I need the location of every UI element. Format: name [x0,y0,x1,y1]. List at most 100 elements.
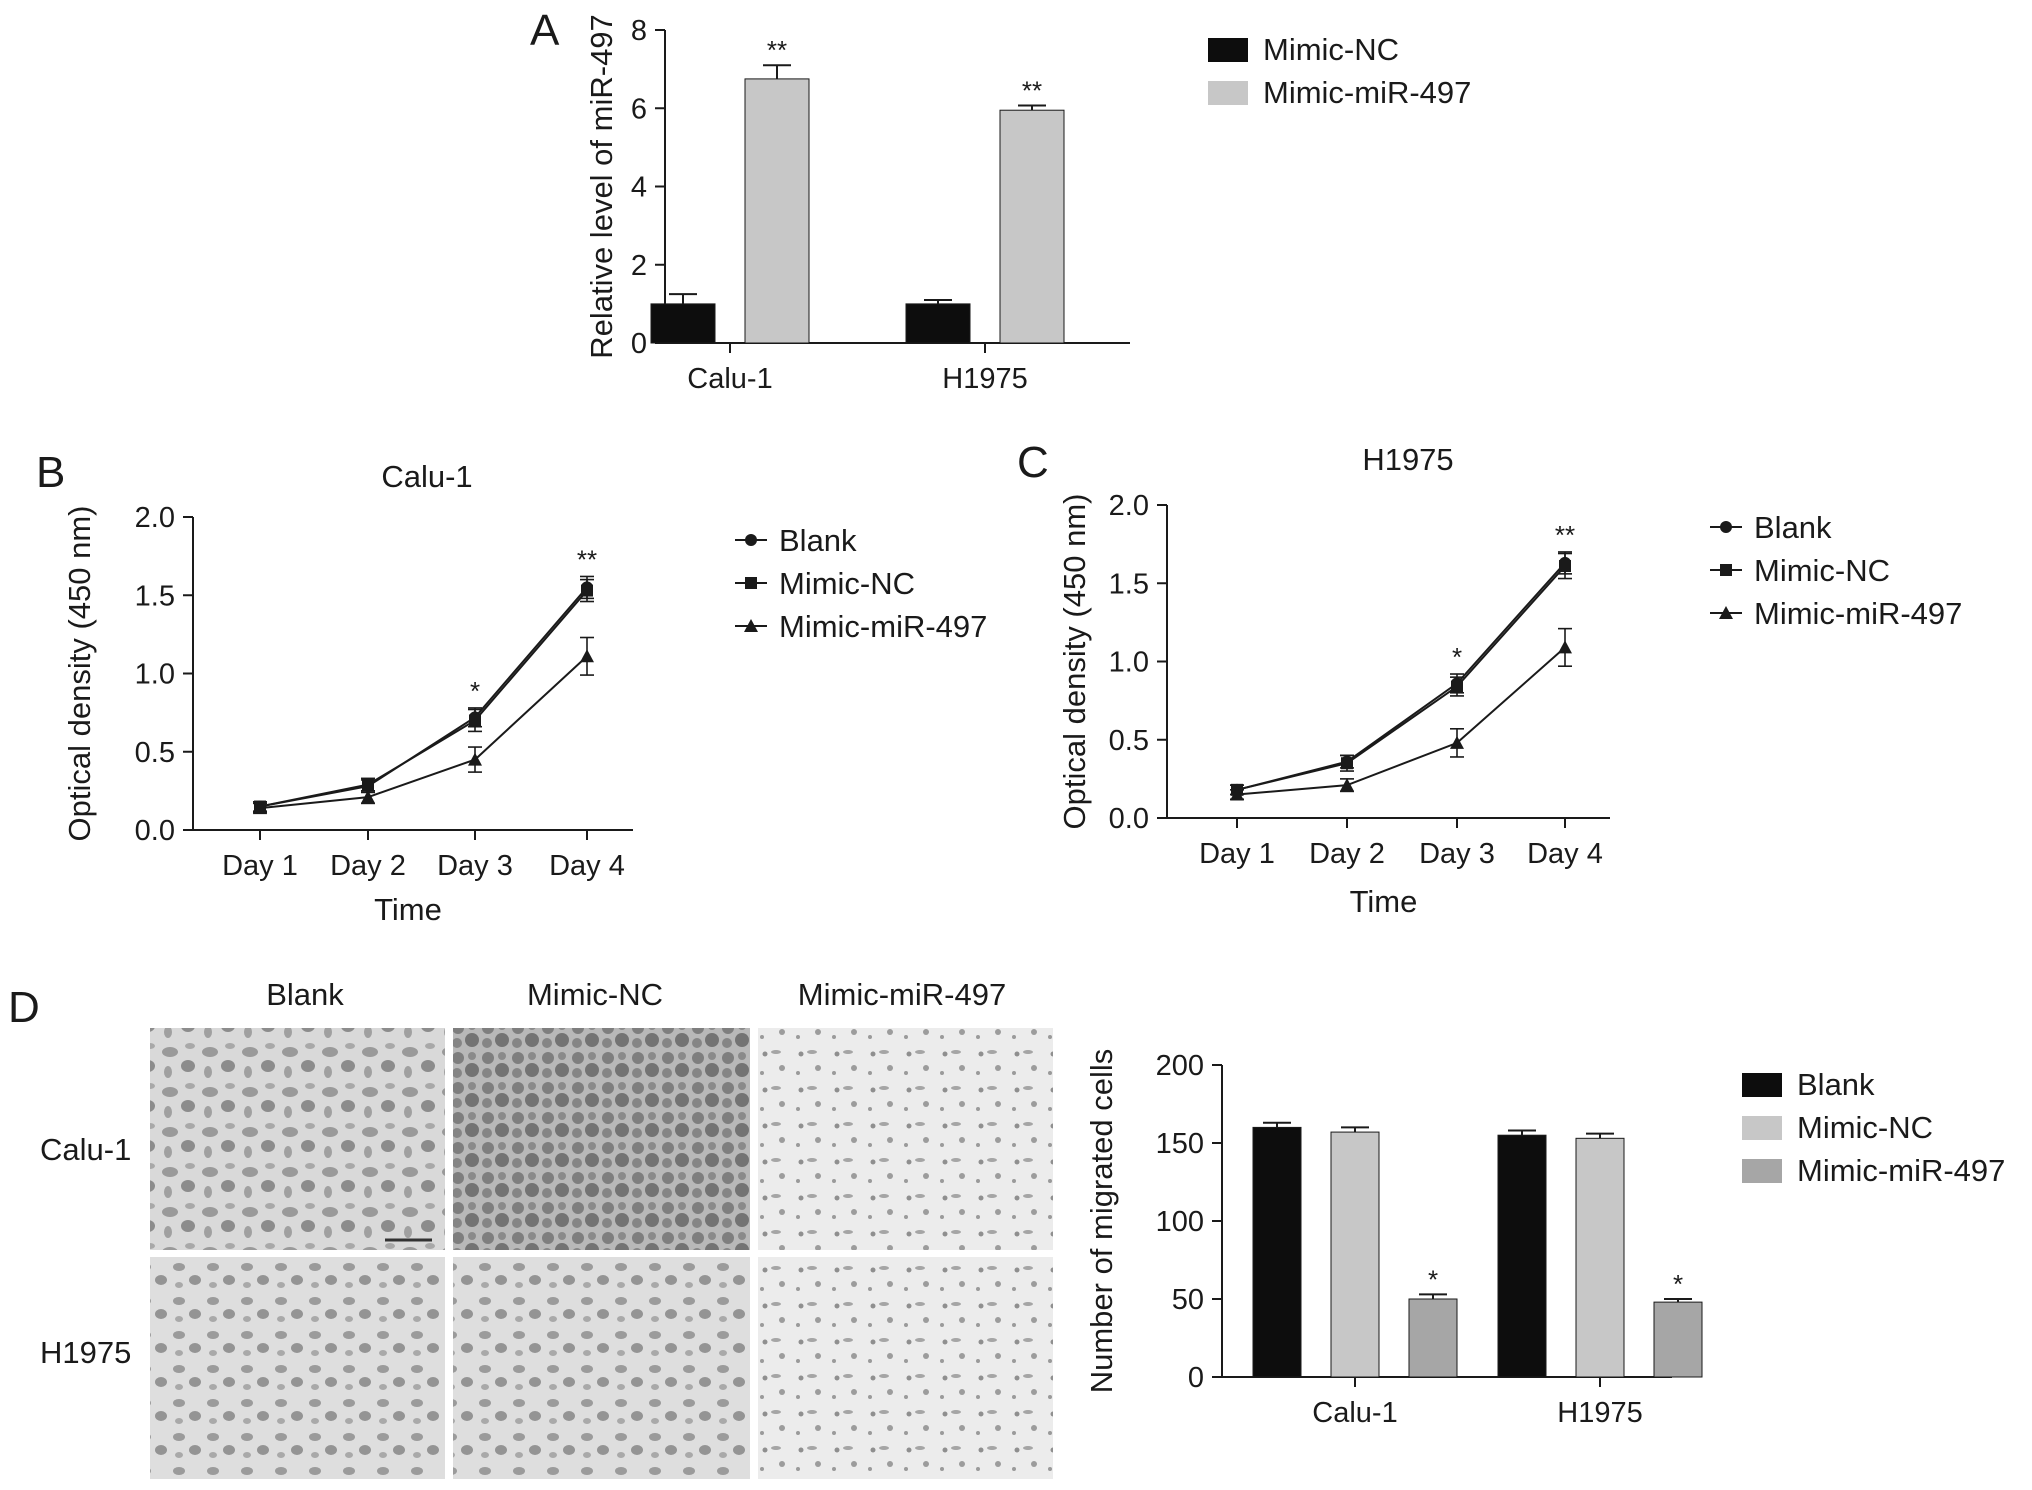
chart-b-x-tick-label-day-4: Day 4 [549,850,625,882]
micrograph-calu-1-mimic-mir-497 [758,1028,1053,1250]
chart-b-series-line-mimic-nc [259,589,588,808]
chart-c-legend-marker-blank [1720,521,1732,533]
chart-b-point-mimic-nc-day-2 [362,778,374,791]
chart-d-y-tick-label: 150 [1156,1128,1204,1160]
chart-c-y-tick-label: 0.0 [1109,803,1149,835]
chart-b-y-tick-label: 1.5 [135,580,175,612]
chart-b-x-tick-label-day-1: Day 1 [222,850,298,882]
chart-a-significance-label: ** [1022,76,1042,106]
chart-d-legend-label-blank: Blank [1797,1067,1875,1102]
chart-d-legend-swatch-mimic-nc [1742,1116,1782,1140]
chart-b-y-tick-label: 0.0 [135,815,175,847]
chart-d-bar-h1975-mimic-mir-497 [1653,1301,1703,1378]
chart-d-bar-calu-1-mimic-mir-497 [1408,1298,1458,1378]
chart-c-x-tick-label-day-3: Day 3 [1419,838,1495,870]
chart-d-bar-h1975-mimic-nc [1575,1137,1625,1378]
chart-b-point-mimic-mir-497-day-2 [361,790,375,804]
chart-c-y-tick-label: 2.0 [1109,490,1149,522]
panel-letter-d: D [8,983,40,1032]
micrograph-grid: Blank Mimic-NC Mimic-miR-497 Calu-1 H197… [40,977,1053,1479]
chart-b-point-mimic-mir-497-day-1 [253,801,267,815]
chart-c-series-line-mimic-mir-497 [1236,646,1566,796]
chart-a-y-tick-label: 8 [631,15,647,47]
chart-c-series-line-blank [1236,562,1566,791]
chart-c-title: H1975 [1362,442,1453,477]
chart-b-title: Calu-1 [381,459,472,494]
chart-b-legend-marker-mimic-nc [745,577,757,589]
micrograph-h1975-blank [150,1257,445,1479]
image-row-label-calu-1: Calu-1 [40,1132,131,1167]
chart-d-legend-label-mimic-mir-497: Mimic-miR-497 [1797,1153,2005,1188]
chart-a-bar-calu-1-mimic-mir-497 [744,78,810,344]
chart-d-x-tick-label-h1975: H1975 [1557,1397,1642,1429]
chart-c-legend-label-mimic-mir-497: Mimic-miR-497 [1754,596,1962,631]
chart-a-y-tick-label: 6 [631,93,647,125]
image-column-label-mimic-nc: Mimic-NC [527,977,663,1012]
micrograph-h1975-mimic-mir-497 [758,1257,1053,1479]
chart-b-legend-marker-mimic-mir-497 [744,619,758,632]
chart-b-point-mimic-nc-day-3 [469,714,481,727]
chart-c-y-tick-label: 0.5 [1109,725,1149,757]
chart-c-point-mimic-mir-497-day-2 [1340,778,1354,792]
chart-a-y-axis-label: Relative level of miR-497 [584,14,619,359]
micrograph-calu-1-mimic-nc [453,1028,750,1250]
chart-c-legend-marker-mimic-mir-497 [1719,606,1733,619]
chart-d-bar-h1975-blank [1497,1134,1547,1378]
image-row-label-h1975: H1975 [40,1335,131,1370]
chart-c-point-mimic-mir-497-day-1 [1230,787,1244,801]
chart-a-y-tick-label: 0 [631,328,647,360]
chart-c-x-axis-label: Time [1350,884,1418,919]
chart-c-significance-label: * [1452,642,1462,672]
chart-a-legend-swatch-mimic-mir-497 [1208,81,1248,105]
chart-a-bar-chart: 0 2 4 6 8 Calu-1 ** H1975 ** Relative level of mi… [584,14,1471,395]
chart-a-y-tick-label: 4 [631,172,647,204]
panel-letter-b: B [36,448,65,497]
chart-c-x-tick-label-day-1: Day 1 [1199,838,1275,870]
chart-c-y-tick-label: 1.0 [1109,647,1149,679]
chart-c-y-tick-label: 1.5 [1109,568,1149,600]
chart-a-y-tick-label: 2 [631,250,647,282]
chart-d-legend-swatch-mimic-mir-497 [1742,1159,1782,1183]
chart-a-x-tick-label-h1975: H1975 [942,363,1027,395]
chart-d-y-tick-label: 0 [1188,1362,1204,1394]
image-column-label-blank: Blank [266,977,344,1012]
chart-c-point-mimic-nc-day-2 [1341,757,1353,770]
chart-d-y-tick-label: 100 [1156,1206,1204,1238]
chart-b-legend-marker-blank [745,534,757,546]
chart-d-x-tick-label-calu-1: Calu-1 [1312,1397,1397,1429]
chart-b-point-mimic-mir-497-day-3 [468,752,482,766]
chart-c-legend-label-mimic-nc: Mimic-NC [1754,553,1890,588]
chart-b-significance-label: ** [577,544,597,574]
chart-a-significance-label: ** [767,35,787,65]
chart-a-legend-swatch-mimic-nc [1208,38,1248,62]
chart-b-y-tick-label: 1.0 [135,659,175,691]
chart-c-point-mimic-mir-497-day-3 [1450,735,1464,749]
chart-b-series-line-blank [259,586,588,808]
chart-a-x-tick-label-calu-1: Calu-1 [687,363,772,395]
chart-c-series-line-mimic-nc [1236,565,1566,791]
chart-d-y-tick-label: 50 [1172,1284,1204,1316]
chart-d-bar-calu-1-blank [1252,1126,1302,1378]
chart-a-bar-h1975-mimic-mir-497 [999,109,1065,344]
chart-b-legend-label-mimic-mir-497: Mimic-miR-497 [779,609,987,644]
chart-b-x-axis-label: Time [374,892,442,927]
chart-c-x-tick-label-day-2: Day 2 [1309,838,1385,870]
chart-d-significance-label: * [1428,1264,1438,1294]
panel-letter-c: C [1017,438,1049,487]
chart-b-x-tick-label-day-2: Day 2 [330,850,406,882]
chart-a-legend-label-mimic-mir-497: Mimic-miR-497 [1263,75,1471,110]
chart-b-legend-label-blank: Blank [779,523,857,558]
chart-c-legend-marker-mimic-nc [1720,564,1732,576]
chart-d-y-axis-label: Number of migrated cells [1084,1049,1119,1394]
micrograph-calu-1-blank [150,1028,445,1250]
chart-c-y-axis-label: Optical density (450 nm) [1057,494,1092,830]
chart-c-point-mimic-mir-497-day-4 [1558,640,1572,654]
chart-b-point-mimic-nc-day-4 [581,584,593,597]
micrograph-h1975-mimic-nc [453,1257,750,1479]
chart-c-point-mimic-nc-day-4 [1559,560,1571,573]
chart-b-series-line-mimic-mir-497 [259,655,588,810]
panel-letter-a: A [530,6,560,55]
chart-c-legend-label-blank: Blank [1754,510,1832,545]
